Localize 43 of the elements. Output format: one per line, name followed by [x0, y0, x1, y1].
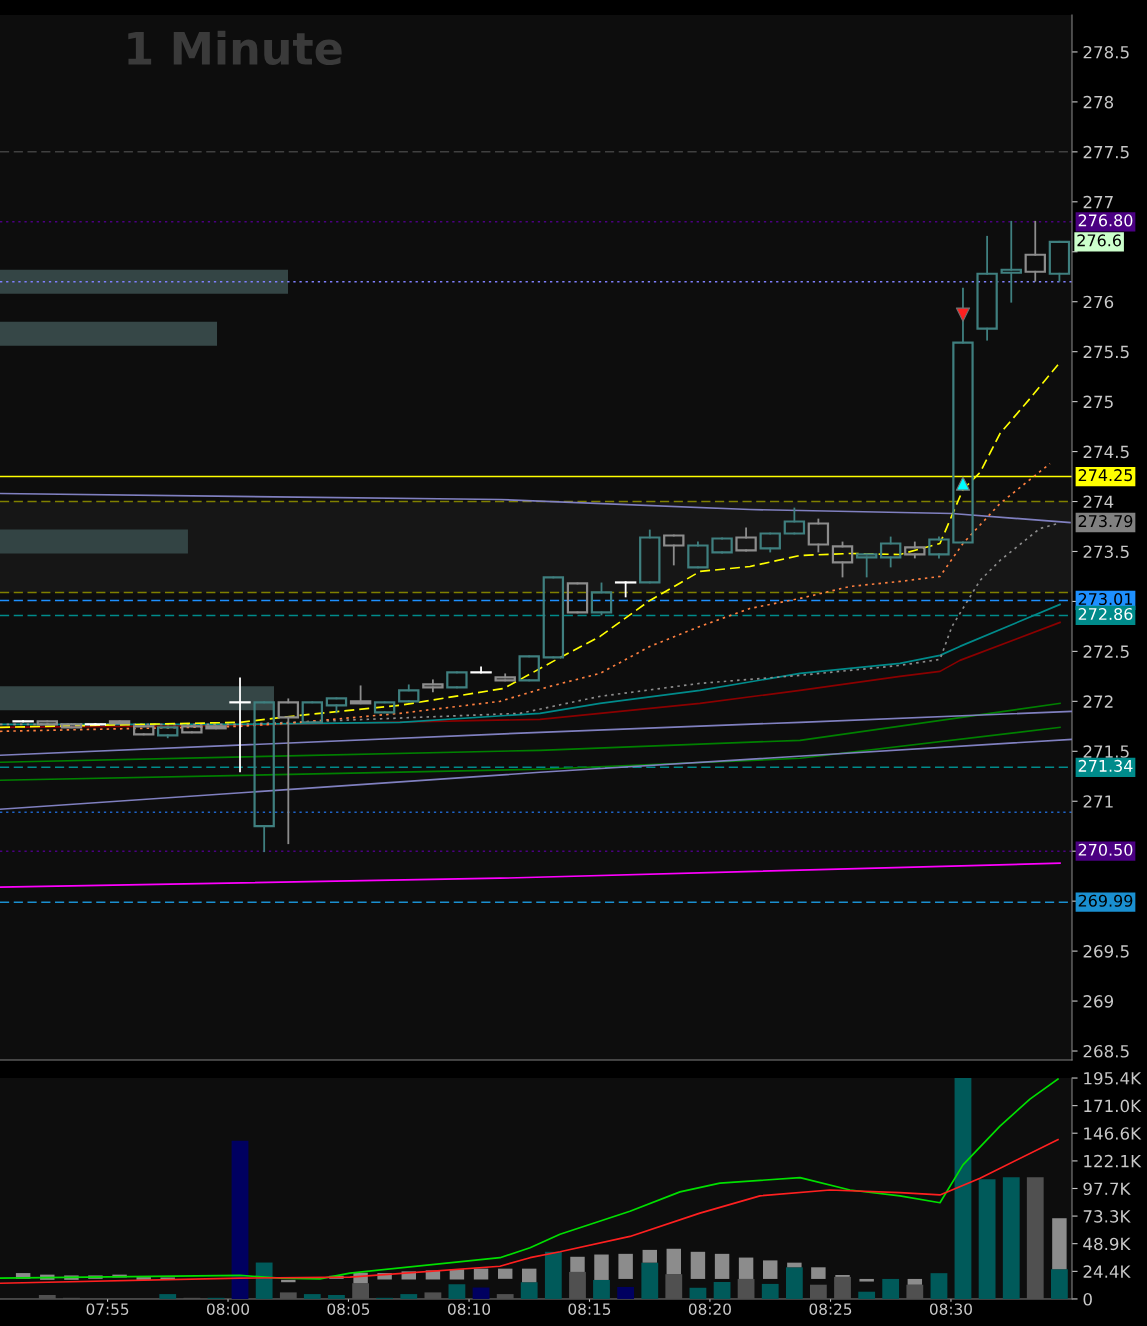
x-tick-label: 08:25 — [809, 1303, 852, 1315]
y-tick-label: 278 — [1083, 95, 1114, 109]
y-tick-label: 268.5 — [1083, 1044, 1129, 1058]
x-tick-label: 08:05 — [327, 1303, 370, 1315]
y-tick-label: 275.5 — [1083, 345, 1129, 359]
x-tick-label: 08:20 — [688, 1303, 731, 1315]
ref-line-label: 269.99 — [1078, 894, 1133, 907]
y-tick-label: 276 — [1083, 295, 1114, 309]
y-tick-label: 274 — [1083, 495, 1114, 508]
y-tick-label: 275 — [1083, 395, 1113, 409]
x-tick-label: 07:55 — [86, 1303, 129, 1315]
y-tick-label: 146.6K — [1084, 1127, 1142, 1140]
y-tick-label: 272.5 — [1083, 645, 1129, 658]
y-tick-label: 269 — [1083, 995, 1114, 1008]
ref-line-label: 273.01 — [1078, 592, 1132, 606]
y-tick-label: 271.5 — [1083, 745, 1129, 758]
x-tick-label: 08:00 — [207, 1303, 250, 1315]
y-tick-label: 73.3K — [1083, 1210, 1131, 1223]
y-tick-label: 273.5 — [1083, 545, 1129, 559]
ref-line-label: 276.80 — [1078, 214, 1133, 227]
y-tick-label: 24.4K — [1083, 1265, 1131, 1278]
y-tick-label: 48.9K — [1083, 1237, 1131, 1251]
x-tick-label: 08:10 — [448, 1303, 491, 1315]
y-tick-label: 97.7K — [1083, 1182, 1131, 1196]
y-tick-label: 277 — [1083, 195, 1113, 209]
ref-line-label: 274.25 — [1078, 469, 1133, 482]
y-tick-label: 277.5 — [1083, 145, 1129, 159]
x-tick-label: 08:30 — [929, 1303, 972, 1315]
ref-line-label: 271.34 — [1078, 759, 1133, 772]
text: 276.6 — [1077, 234, 1121, 247]
y-tick-label: 171.0K — [1084, 1099, 1142, 1113]
x-tick-label: 08:15 — [568, 1303, 611, 1315]
ref-line-label: 270.50 — [1078, 843, 1133, 856]
y-tick-label: 272 — [1083, 695, 1113, 708]
ref-line-label: 272.86 — [1078, 607, 1133, 621]
y-tick-label: 269.5 — [1083, 945, 1129, 958]
y-tick-label: 122.1K — [1084, 1154, 1142, 1168]
y-tick-label: 274.5 — [1083, 445, 1129, 459]
y-tick-label: 0 — [1083, 1292, 1092, 1306]
data-label: 273.79 — [1078, 515, 1133, 528]
y-tick-label: 271 — [1083, 795, 1113, 808]
y-tick-label: 278.5 — [1083, 45, 1129, 59]
y-tick-label: 195.4K — [1084, 1072, 1142, 1085]
